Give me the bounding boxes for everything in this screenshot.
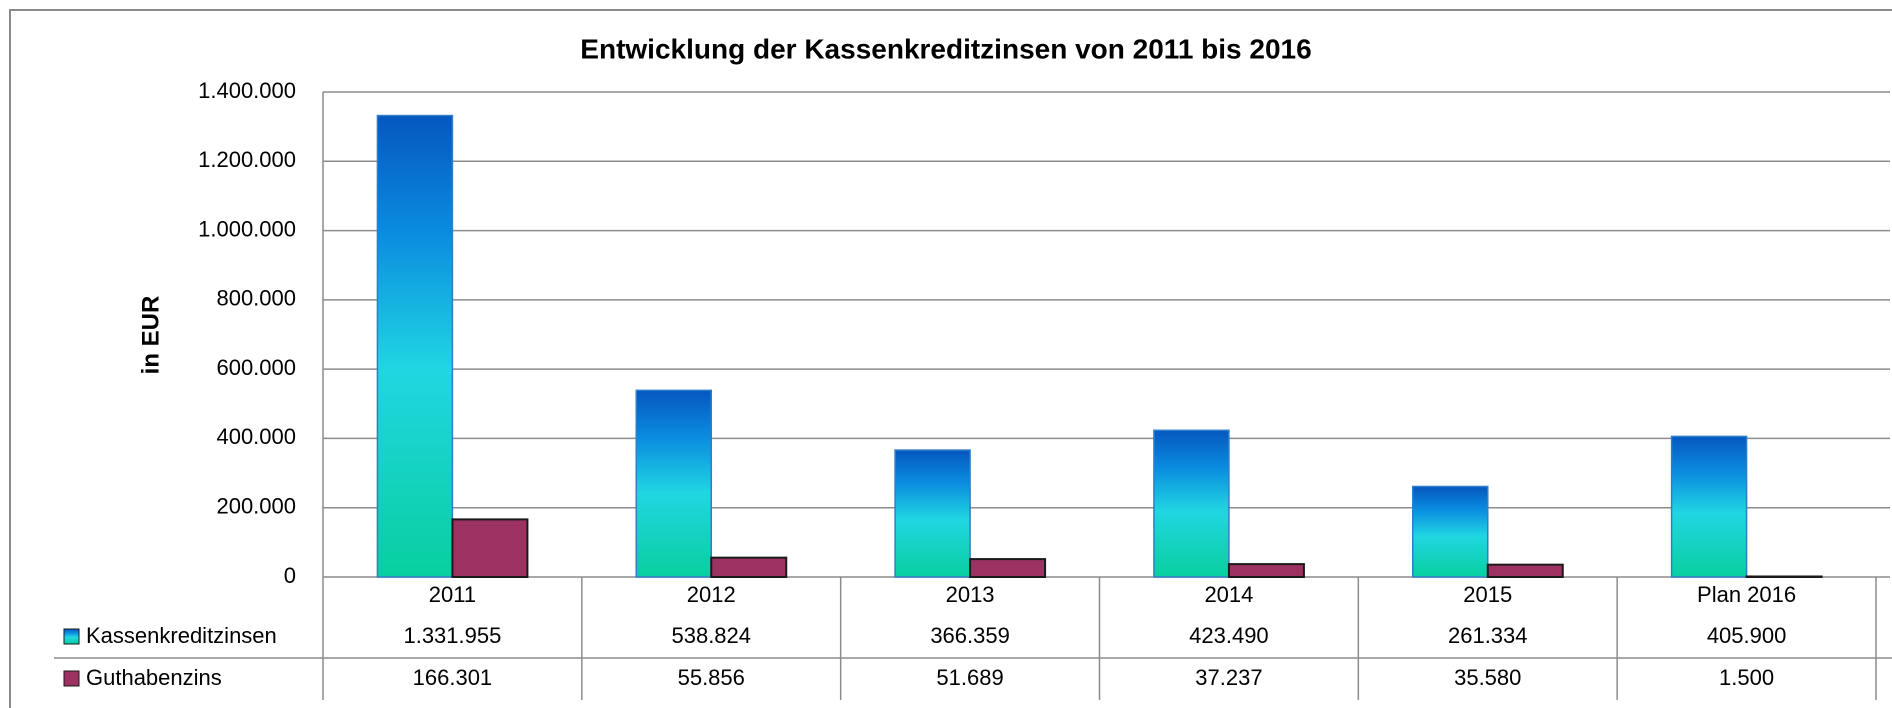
bar xyxy=(1227,563,1305,578)
x-tick-label: 2012 xyxy=(687,582,736,607)
x-tick-label: 2011 xyxy=(429,582,476,607)
bar xyxy=(894,449,971,578)
bar xyxy=(635,389,712,578)
table-value: 35.580 xyxy=(1454,665,1521,690)
bar xyxy=(451,518,529,579)
chart-title: Entwicklung der Kassenkreditzinsen von 2… xyxy=(580,33,1311,64)
table-value: 1.500 xyxy=(1719,665,1774,690)
bar xyxy=(1670,435,1748,578)
y-tick-label: 1.000.000 xyxy=(198,216,296,241)
x-tick-label: Plan 2016 xyxy=(1697,582,1796,607)
legend-key xyxy=(63,670,80,687)
bar xyxy=(1486,563,1564,579)
x-tick-label: 2015 xyxy=(1463,582,1512,607)
table-value: 405.900 xyxy=(1707,623,1787,648)
x-tick-label: 2014 xyxy=(1204,582,1253,607)
y-tick-label: 400.000 xyxy=(216,424,296,449)
table-value: 55.856 xyxy=(678,665,745,690)
bar xyxy=(1745,575,1823,578)
y-tick-label: 1.400.000 xyxy=(198,78,296,103)
table-value: 538.824 xyxy=(671,623,751,648)
table-value: 51.689 xyxy=(936,665,1003,690)
table-value: 423.490 xyxy=(1189,623,1269,648)
frame xyxy=(9,9,1892,708)
y-tick-label: 800.000 xyxy=(216,286,296,311)
table-value: 166.301 xyxy=(413,665,493,690)
x-tick-label: 2013 xyxy=(946,582,995,607)
legend-label: Kassenkreditzinsen xyxy=(86,623,277,648)
legend-key xyxy=(63,628,80,645)
y-tick-label: 0 xyxy=(284,563,296,588)
bar xyxy=(969,558,1047,578)
y-tick-label: 600.000 xyxy=(216,355,296,380)
bar xyxy=(376,114,454,578)
table-value: 261.334 xyxy=(1448,623,1528,648)
y-axis-label: in EUR xyxy=(137,296,164,375)
bar xyxy=(1153,429,1230,578)
table-value: 366.359 xyxy=(930,623,1010,648)
bar xyxy=(1412,485,1489,578)
y-tick-label: 200.000 xyxy=(216,494,296,519)
table-value: 1.331.955 xyxy=(403,623,501,648)
y-tick-label: 1.200.000 xyxy=(198,147,296,172)
table-value: 37.237 xyxy=(1195,665,1262,690)
legend-label: Guthabenzins xyxy=(86,665,222,690)
bar xyxy=(710,556,788,579)
